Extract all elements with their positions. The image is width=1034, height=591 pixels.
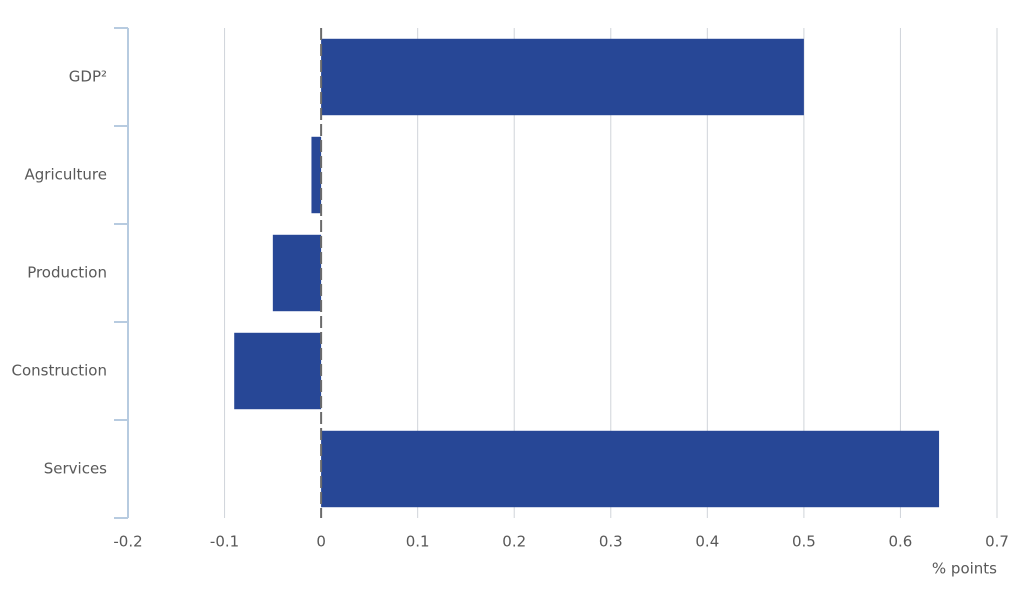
x-tick-label: 0.1: [406, 533, 430, 551]
bar: [234, 332, 322, 410]
x-tick-label: 0.7: [985, 533, 1009, 551]
bar: [321, 430, 940, 508]
bar: [272, 234, 322, 312]
x-tick-label: 0.5: [792, 533, 816, 551]
x-tick-label: 0.3: [599, 533, 623, 551]
y-tick-label: Agriculture: [25, 166, 108, 184]
x-tick-label: -0.1: [210, 533, 239, 551]
bar: [321, 38, 804, 116]
y-tick-label: GDP²: [69, 68, 107, 86]
y-tick-label: Production: [27, 264, 107, 282]
y-tick-label: Services: [44, 460, 107, 478]
x-tick-label: 0.6: [889, 533, 913, 551]
x-tick-label: 0: [316, 533, 326, 551]
x-tick-label: -0.2: [113, 533, 142, 551]
x-tick-label: 0.4: [695, 533, 719, 551]
bar: [311, 136, 322, 214]
x-axis-label: % points: [932, 560, 997, 578]
y-tick-label: Construction: [11, 362, 107, 380]
x-tick-label: 0.2: [502, 533, 526, 551]
